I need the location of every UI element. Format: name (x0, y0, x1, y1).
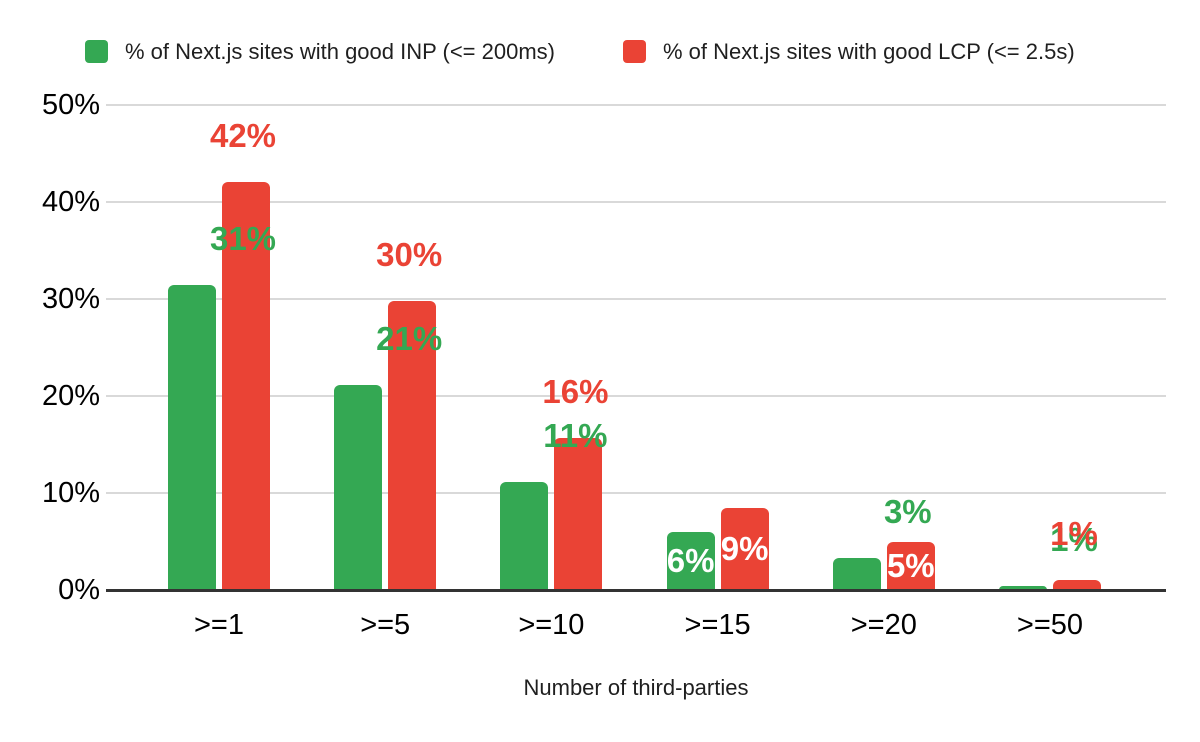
y-gridline (106, 492, 1166, 494)
bar-lcp (886, 541, 935, 590)
bar-inp (500, 482, 549, 590)
y-tick-label: 10% (41, 477, 100, 509)
y-gridline (106, 298, 1166, 300)
bar-inp (168, 285, 216, 590)
y-tick-label: 30% (41, 283, 100, 315)
bar-value-label: 21% (376, 320, 443, 358)
x-tick-label: >=20 (850, 609, 917, 641)
y-gridline (106, 395, 1166, 397)
x-tick-label: >=10 (518, 609, 585, 641)
x-axis-baseline (106, 589, 1166, 592)
bar-lcp (554, 437, 603, 590)
bar-value-label: 3% (883, 492, 932, 530)
y-tick-label: 20% (41, 380, 100, 412)
bar-value-label: 6% (666, 541, 715, 579)
legend-item-inp: % of Next.js sites with good INP (<= 200… (85, 38, 555, 64)
bar-value-label: 16% (542, 372, 609, 410)
x-tick-label: >=15 (684, 609, 751, 641)
y-gridline (106, 201, 1166, 203)
legend-label-inp: % of Next.js sites with good INP (<= 200… (125, 38, 555, 64)
x-tick-label: >=5 (360, 609, 411, 641)
bar-inp (832, 557, 881, 590)
y-tick-label: 50% (41, 89, 100, 121)
y-tick-label: 40% (41, 186, 100, 218)
bar-value-label: 30% (376, 235, 443, 273)
bar-lcp (388, 300, 437, 590)
bar-inp (334, 385, 383, 590)
bar-lcp (222, 181, 270, 590)
x-tick-label: >=50 (1016, 609, 1084, 641)
bar-value-label: 11% (543, 417, 608, 455)
legend-swatch-lcp-icon (623, 40, 646, 63)
legend-label-lcp: % of Next.js sites with good LCP (<= 2.5… (663, 38, 1075, 64)
bar-inp (666, 531, 715, 590)
y-gridline (106, 104, 1166, 106)
y-tick-label: 0% (58, 574, 100, 606)
bar-lcp (1053, 580, 1101, 590)
bar-value-label: 1% (1050, 521, 1098, 559)
x-axis-title: Number of third-parties (523, 675, 749, 700)
x-tick-label: >=1 (194, 609, 244, 641)
bar-value-label: 5% (886, 546, 935, 584)
bar-value-label: 42% (209, 116, 277, 154)
bar-value-label: 31% (209, 220, 277, 258)
legend-item-lcp: % of Next.js sites with good LCP (<= 2.5… (623, 38, 1075, 64)
bar-value-label: 1% (1050, 515, 1098, 553)
bar-inp (999, 586, 1047, 590)
bar-value-label: 9% (720, 529, 769, 567)
bar-lcp (720, 507, 769, 590)
legend-swatch-inp-icon (85, 40, 108, 63)
